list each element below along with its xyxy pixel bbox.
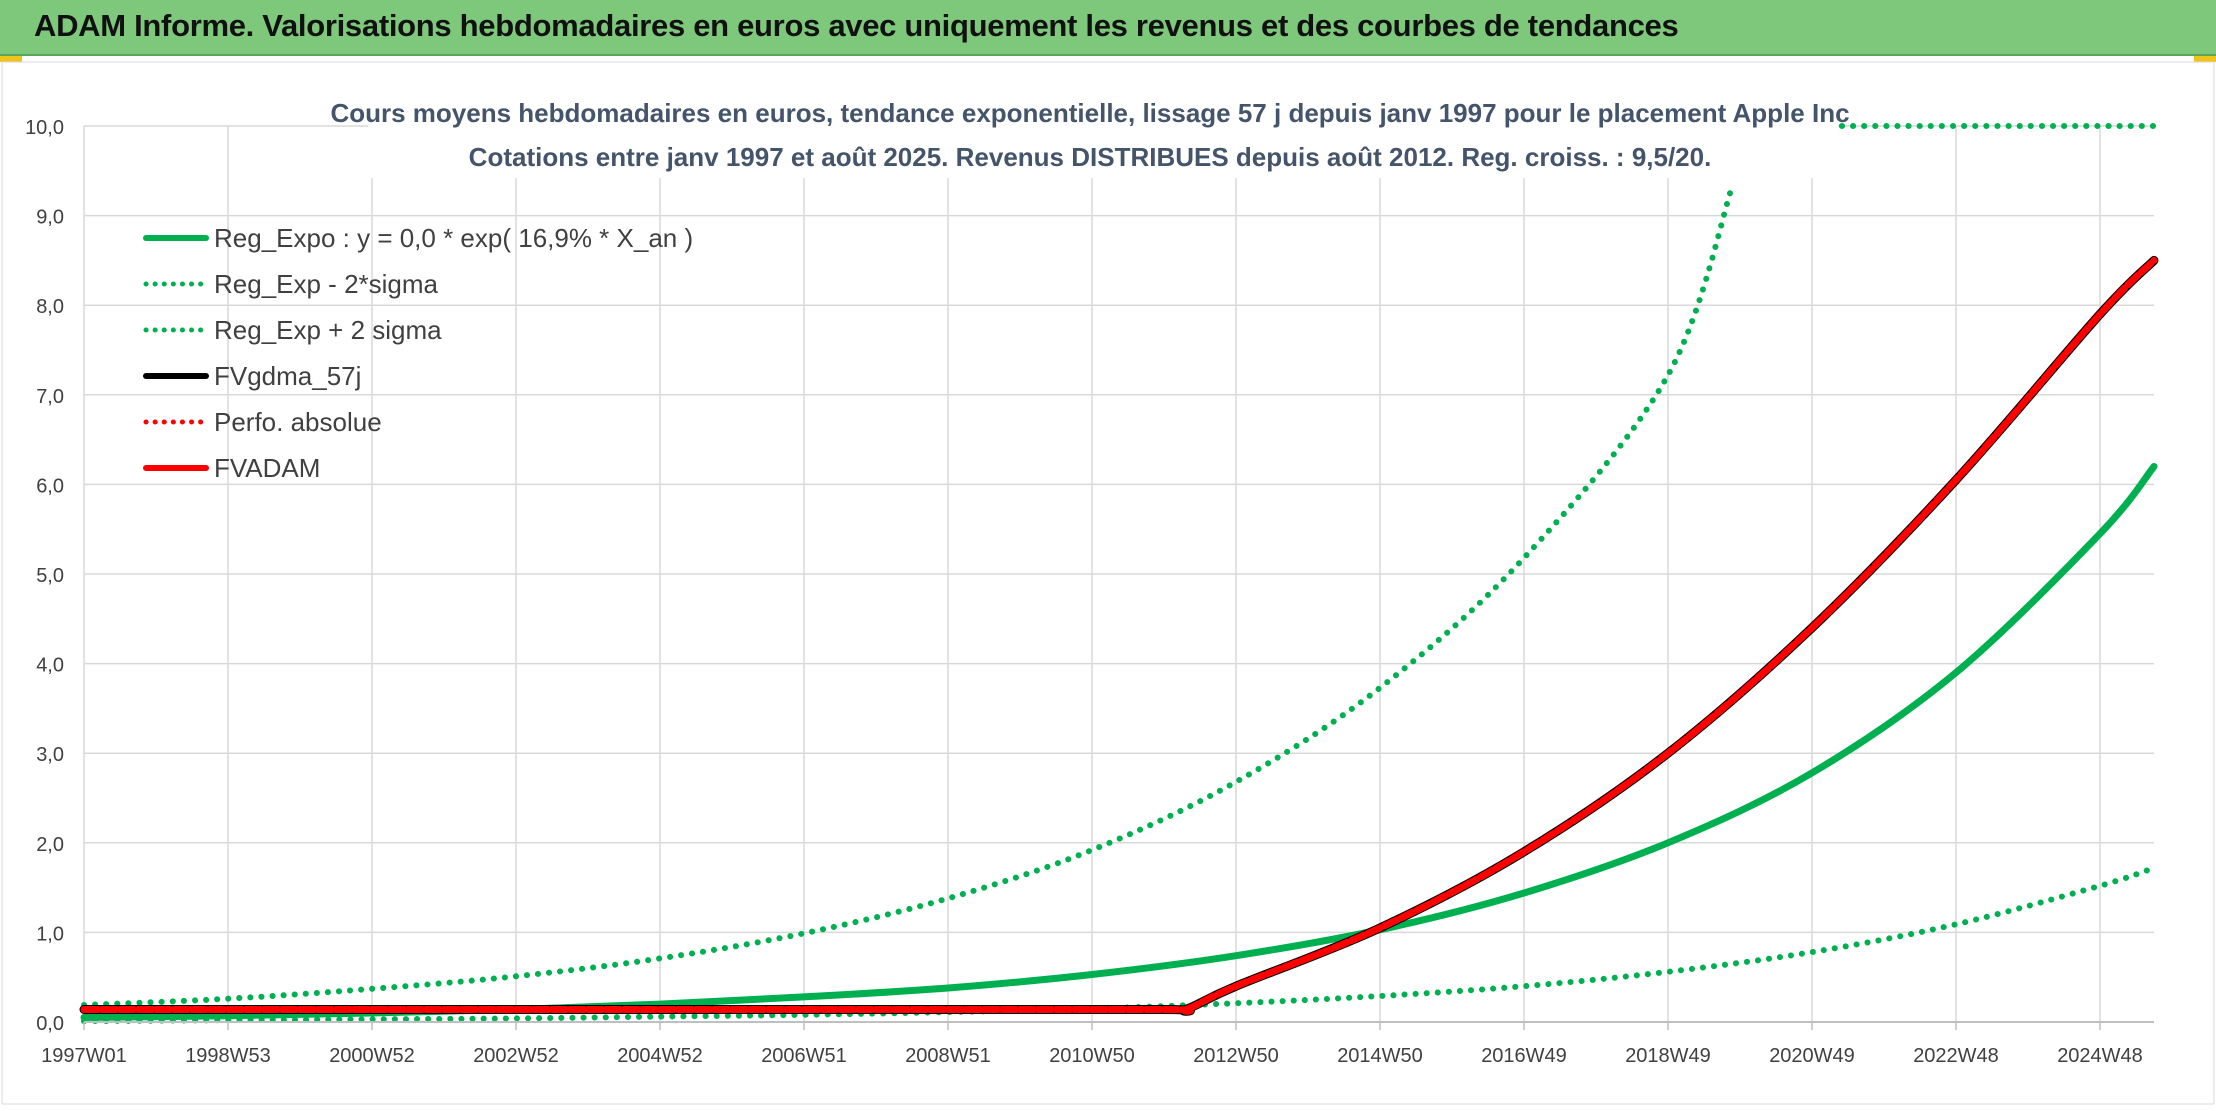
legend-entry: Reg_Exp - 2*sigma [214,269,439,299]
x-tick-label: 2022W48 [1913,1045,1999,1067]
corner-accent-left [0,56,22,62]
y-tick-label: 0,0 [36,1013,64,1035]
chart-title: Cours moyens hebdomadaires en euros, ten… [330,98,1849,128]
y-tick-label: 1,0 [36,923,64,945]
y-tick-label: 7,0 [36,386,64,408]
x-tick-label: 2010W50 [1049,1045,1135,1067]
chart-title-background [368,92,1838,178]
x-tick-label: 2020W49 [1769,1045,1855,1067]
y-tick-label: 5,0 [36,565,64,587]
chart-subtitle: Cotations entre janv 1997 et août 2025. … [469,142,1712,172]
x-tick-label: 2004W52 [617,1045,703,1067]
x-tick-label: 2008W51 [905,1045,991,1067]
series-line-reg-exp-2-sigma [81,181,1736,1008]
corner-accent-right [2194,56,2216,62]
chart-area: 0,0 1,0 2,0 3,0 4,0 5,0 6,0 7,0 8,0 9,0 10,0 1997W0… [0,60,2216,1106]
legend-entry: FVgdma_57j [214,361,361,391]
x-tick-label: 2000W52 [329,1045,415,1067]
y-tick-label: 2,0 [36,834,64,856]
x-tick-label: 2014W50 [1337,1045,1423,1067]
report-header: ADAM Informe. Valorisations hebdomadaire… [0,0,2216,56]
legend-entry: Reg_Expo : y = 0,0 * exp( 16,9% * X_an ) [214,223,693,253]
x-tick-label: 1997W01 [41,1045,127,1067]
y-tick-label: 6,0 [36,475,64,497]
y-tick-label: 4,0 [36,655,64,677]
legend-entry: Reg_Exp + 2 sigma [214,315,442,345]
y-tick-label: 3,0 [36,744,64,766]
x-tick-label: 2002W52 [473,1045,559,1067]
x-tick-label: 2012W50 [1193,1045,1279,1067]
y-tick-label: 8,0 [36,296,64,318]
x-tick-label: 2006W51 [761,1045,847,1067]
legend-entry: Perfo. absolue [214,407,382,437]
y-tick-label: 9,0 [36,207,64,229]
line-chart: 0,0 1,0 2,0 3,0 4,0 5,0 6,0 7,0 8,0 9,0 10,0 1997W0… [1,61,2215,1105]
x-tick-label: 2018W49 [1625,1045,1711,1067]
y-tick-label: 10,0 [25,117,64,139]
legend-entry: FVADAM [214,453,320,483]
x-tick-label: 1998W53 [185,1045,271,1067]
report-title: ADAM Informe. Valorisations hebdomadaire… [34,8,1679,43]
series-line-fvadam [80,256,2158,1015]
x-tick-label: 2024W48 [2057,1045,2143,1067]
x-tick-label: 2016W49 [1481,1045,1567,1067]
